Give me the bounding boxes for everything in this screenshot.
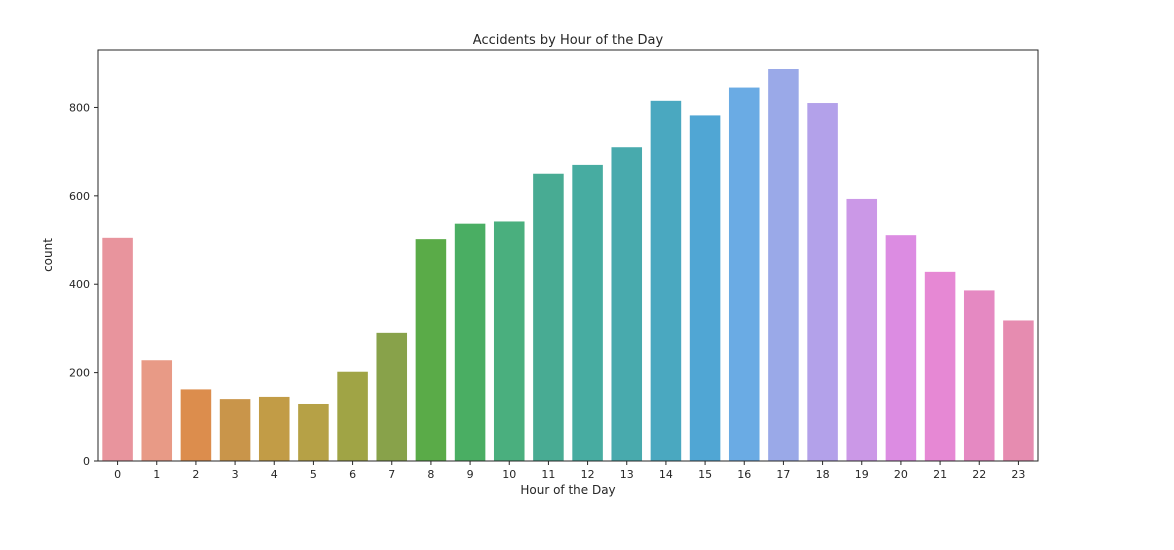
x-tick-label: 9 (467, 468, 474, 481)
bar-5 (298, 403, 329, 461)
x-ticks-group: 0 1 2 3 4 5 6 7 8 9 10 11 12 13 14 15 16 17 18 19 20 21 22 23 (114, 461, 1025, 481)
x-tick-label: 4 (271, 468, 278, 481)
bar-14 (650, 100, 682, 462)
x-tick-label: 21 (933, 468, 947, 481)
x-tick-label: 13 (620, 468, 634, 481)
x-tick-label: 20 (894, 468, 908, 481)
bar-21 (924, 271, 956, 461)
chart-title: Accidents by Hour of the Day (473, 33, 664, 48)
x-tick-label: 2 (192, 468, 199, 481)
bar-19 (846, 198, 878, 461)
bar-12 (572, 164, 603, 461)
plot-frame (97, 49, 1039, 462)
bar-4 (258, 396, 290, 461)
x-tick-label: 8 (427, 468, 434, 481)
x-tick-label: 7 (388, 468, 395, 481)
y-tick-label: 0 (83, 455, 90, 468)
x-tick-label: 5 (310, 468, 317, 481)
x-tick-label: 10 (502, 468, 516, 481)
x-tick-label: 22 (972, 468, 986, 481)
x-axis-label: Hour of the Day (520, 483, 615, 497)
bar-18 (807, 103, 838, 461)
x-tick-label: 23 (1011, 468, 1025, 481)
y-ticks-group: 0 200 400 600 800 (69, 101, 98, 468)
y-tick-label: 600 (69, 190, 90, 203)
bar-10 (493, 221, 525, 461)
x-tick-label: 16 (737, 468, 751, 481)
bar-23 (1003, 320, 1034, 461)
bar-16 (728, 87, 760, 461)
x-tick-label: 18 (816, 468, 830, 481)
bar-17 (768, 69, 799, 461)
bar-7 (376, 332, 408, 461)
bar-20 (885, 235, 917, 461)
bar-6 (337, 371, 368, 461)
x-tick-label: 11 (541, 468, 555, 481)
bar-15 (689, 115, 721, 462)
y-axis-label: count (41, 238, 55, 272)
x-tick-label: 19 (855, 468, 869, 481)
x-tick-label: 14 (659, 468, 673, 481)
bar-13 (611, 147, 643, 461)
bar-3 (219, 399, 251, 461)
bar-2 (180, 389, 212, 461)
bar-22 (963, 290, 995, 461)
y-tick-label: 800 (69, 101, 90, 114)
x-tick-label: 0 (114, 468, 121, 481)
x-tick-label: 1 (153, 468, 160, 481)
y-tick-label: 400 (69, 278, 90, 291)
x-tick-label: 15 (698, 468, 712, 481)
bar-8 (415, 239, 447, 461)
bar-9 (454, 223, 486, 461)
bars-group (102, 69, 1034, 462)
x-tick-label: 6 (349, 468, 356, 481)
y-tick-label: 200 (69, 367, 90, 380)
bar-11 (533, 173, 564, 461)
bar-0 (102, 237, 133, 461)
x-tick-label: 12 (581, 468, 595, 481)
x-tick-label: 17 (776, 468, 790, 481)
x-tick-label: 3 (232, 468, 239, 481)
bar-1 (141, 360, 173, 461)
